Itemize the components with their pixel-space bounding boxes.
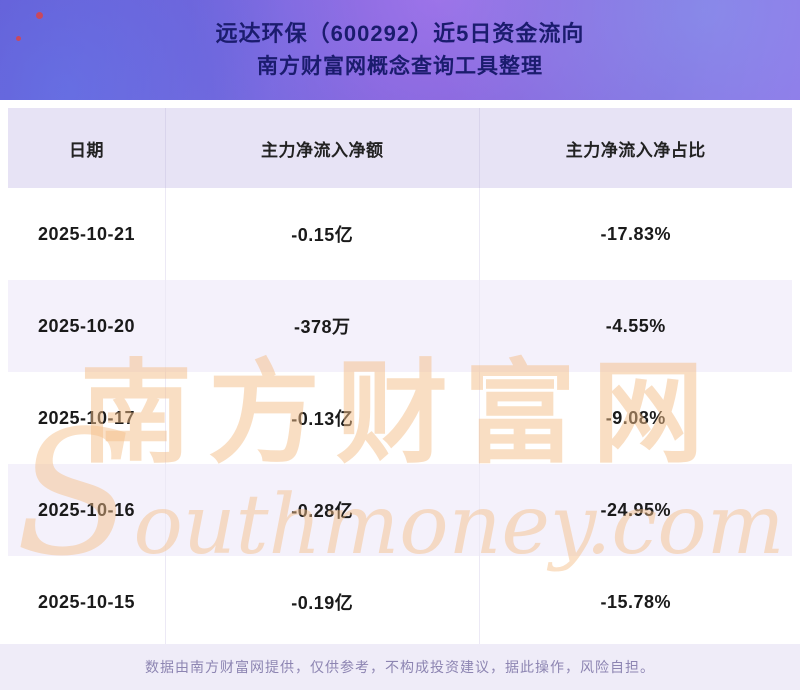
table-row: 2025-10-15 -0.19亿 -15.78% (8, 556, 792, 648)
cell-date: 2025-10-17 (37, 407, 136, 428)
fund-flow-table: 日期 主力净流入净额 主力净流入净占比 2025-10-21 -0.15亿 -1… (8, 108, 792, 648)
decor-dot (16, 36, 21, 41)
page-subtitle: 南方财富网概念查询工具整理 (257, 54, 543, 78)
cell-ratio: -15.78% (478, 556, 793, 648)
disclaimer-text: 数据由南方财富网提供，仅供参考，不构成投资建议，据此操作，风险自担。 (145, 659, 655, 675)
page-title: 远达环保（600292）近5日资金流向 (215, 21, 585, 47)
cell-date: 2025-10-20 (37, 315, 136, 336)
cell-ratio: -4.55% (478, 280, 793, 372)
table-row: 2025-10-16 -0.28亿 -24.95% (8, 464, 792, 556)
cell-amount: -0.28亿 (165, 464, 479, 556)
disclaimer-bar: 数据由南方财富网提供，仅供参考，不构成投资建议，据此操作，风险自担。 (0, 644, 800, 690)
header-net-inflow-amount: 主力净流入净额 (165, 108, 479, 188)
cell-date: 2025-10-16 (37, 499, 136, 520)
cell-amount: -378万 (165, 280, 479, 372)
banner: 远达环保（600292）近5日资金流向 南方财富网概念查询工具整理 (0, 0, 800, 100)
cell-date: 2025-10-21 (37, 223, 136, 244)
header-date: 日期 (69, 140, 104, 160)
table-header-row: 日期 主力净流入净额 主力净流入净占比 (8, 108, 792, 188)
cell-ratio: -24.95% (478, 464, 793, 556)
cell-ratio: -9.08% (478, 372, 793, 464)
cell-amount: -0.15亿 (165, 188, 479, 280)
cell-ratio: -17.83% (478, 188, 793, 280)
table-row: 2025-10-17 -0.13亿 -9.08% (8, 372, 792, 464)
header-net-inflow-ratio: 主力净流入净占比 (478, 108, 793, 188)
cell-date: 2025-10-15 (37, 591, 136, 612)
cell-amount: -0.19亿 (165, 556, 479, 648)
table-row: 2025-10-20 -378万 -4.55% (8, 280, 792, 372)
cell-amount: -0.13亿 (165, 372, 479, 464)
decor-dot (36, 12, 43, 19)
table-row: 2025-10-21 -0.15亿 -17.83% (8, 188, 792, 280)
